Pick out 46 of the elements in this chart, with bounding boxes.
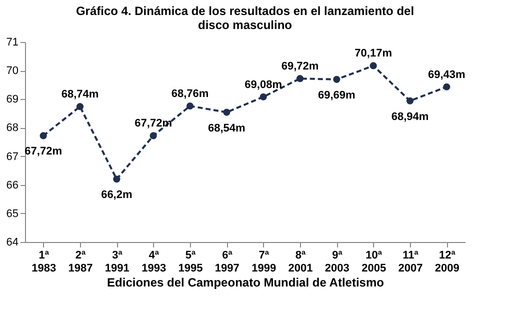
y-tick-label: 70: [6, 65, 18, 78]
x-tick-label: 9ª 2003: [324, 250, 350, 274]
point: [370, 62, 377, 70]
x-tick-label: 1ª 1983: [32, 250, 56, 274]
data-label: 67,72m: [24, 146, 62, 158]
y-tick-label: 68: [6, 122, 18, 134]
y-tick-label: 69: [6, 94, 18, 106]
x-tick-label: 11ª 2007: [398, 250, 423, 274]
data-label: 68,94m: [391, 110, 429, 123]
x-tick-label: 12ª 2009: [434, 250, 460, 274]
data-label: 67,72m: [134, 118, 172, 130]
data-label: 66,2m: [101, 189, 132, 202]
x-tick-label: 4ª 1993: [142, 250, 166, 274]
data-label: 68,76m: [171, 88, 209, 100]
data-label: 69,72m: [281, 60, 319, 73]
chart-title: Gráfico 4. Dinámica de los resultados en el lanzamiento del disco masculino: [76, 4, 414, 32]
x-tick-label: 2ª 1987: [68, 250, 93, 274]
y-tick-label: 65: [6, 208, 18, 220]
point: [406, 97, 414, 104]
data-label: 69,43m: [428, 68, 466, 81]
point: [333, 76, 340, 83]
point: [76, 103, 84, 110]
point: [186, 102, 194, 110]
y-tick-label: 66: [6, 179, 18, 192]
data-label: 70,17m: [354, 48, 392, 60]
x-axis-title: Ediciones del Campeonato Mundial de Atletismo: [107, 276, 384, 290]
point: [260, 93, 267, 100]
y-tick-label: 71: [6, 36, 18, 48]
y-tick-label: 64: [6, 236, 18, 248]
data-label: 69,08m: [244, 78, 282, 91]
point: [113, 176, 120, 183]
x-tick-label: 8ª 2001: [288, 250, 313, 274]
x-tick-label: 3ª 1991: [104, 250, 130, 274]
point: [150, 132, 157, 140]
point: [40, 132, 47, 140]
x-tick-label: 6ª 1997: [214, 250, 240, 274]
x-tick-label: 10ª 2005: [362, 250, 386, 274]
y-tick-label: 67: [6, 150, 18, 163]
data-label: 68,54m: [208, 122, 246, 134]
data-label: 69,69m: [318, 89, 356, 102]
point: [223, 108, 230, 116]
point: [443, 83, 450, 90]
x-tick-label: 7ª 1999: [252, 250, 276, 274]
x-tick-label: 5ª 1995: [178, 250, 203, 274]
point: [296, 75, 304, 82]
data-label: 68,74m: [61, 88, 99, 101]
